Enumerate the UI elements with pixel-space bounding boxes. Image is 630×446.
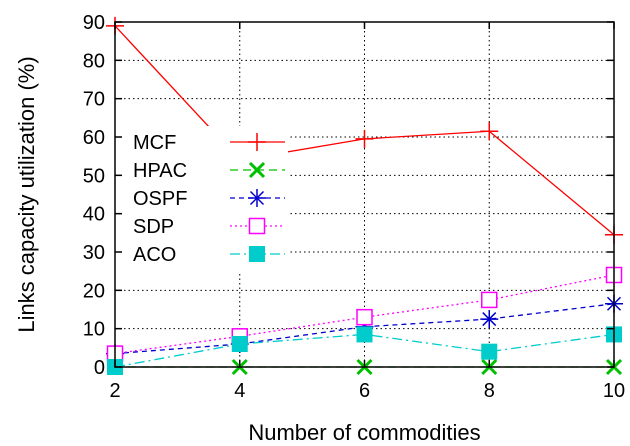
legend-item: HPAC [133,160,285,182]
y-tick-label: 30 [83,242,105,264]
data-point [355,129,374,148]
data-point [356,308,373,326]
y-tick-label: 80 [83,50,105,72]
legend-item: OSPF [133,188,285,210]
data-point [248,217,266,235]
series-line [114,274,615,355]
data-point [249,246,265,262]
x-axis-ticks: 2 4 6 8 10 [109,22,625,402]
data-point [248,161,266,179]
x-axis-label: Number of commodities [248,420,480,445]
y-tick-label: 40 [83,204,105,226]
data-point [248,133,266,151]
legend-item: ACO [133,244,285,266]
legend-item: MCF [133,132,285,154]
legend-label: ACO [133,244,176,266]
series-line [114,333,615,368]
series-aco [107,326,622,375]
y-tick-label: 0 [94,357,105,379]
data-point [480,122,499,141]
y-tick-label: 90 [83,12,105,34]
y-tick-label: 60 [83,127,105,149]
legend-label: MCF [133,132,176,154]
y-tick-label: 20 [83,280,105,302]
legend-label: SDP [133,216,174,238]
x-tick-label: 10 [603,380,625,402]
data-point [481,343,498,360]
y-axis-label: Links capacity utilization (%) [14,56,39,332]
x-tick-label: 2 [109,380,120,402]
data-point [480,310,499,329]
y-tick-label: 50 [83,165,105,187]
y-axis-ticks: 0 10 20 30 40 50 60 70 80 90 [83,12,614,379]
data-point [356,326,373,343]
x-tick-label: 4 [234,380,245,402]
legend-label: HPAC [133,160,187,182]
legend-item: SDP [133,216,285,238]
x-tick-label: 6 [359,380,370,402]
y-tick-label: 70 [83,89,105,111]
y-tick-label: 10 [83,319,105,341]
data-point [248,189,266,207]
legend: MCF HPAC OSPF SDP ACO [123,126,288,272]
x-tick-label: 8 [484,380,495,402]
data-point [231,336,248,352]
data-point [481,291,498,309]
legend-label: OSPF [133,188,187,210]
series-line [114,303,615,355]
